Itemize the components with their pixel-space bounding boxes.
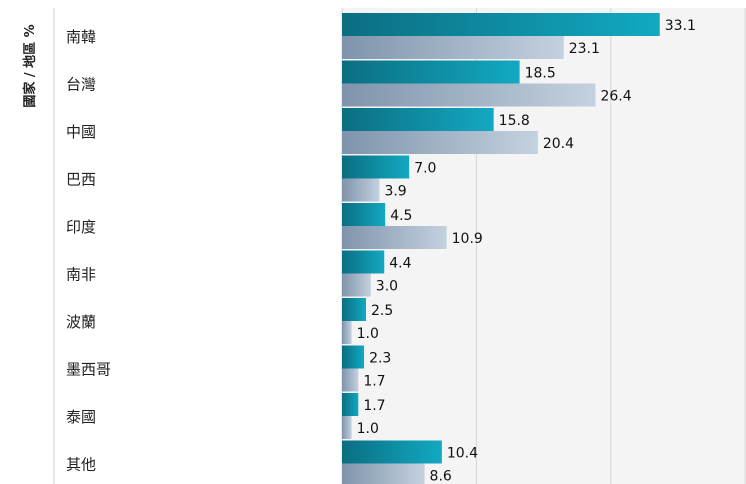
data-label: 23.1 (569, 41, 600, 57)
data-label: 26.4 (600, 89, 631, 105)
data-label: 1.7 (363, 398, 385, 414)
bar (342, 36, 564, 59)
bar (342, 463, 425, 484)
data-label: 3.0 (376, 279, 398, 295)
data-label: 3.9 (384, 184, 406, 200)
category-label: 泰國 (66, 408, 96, 426)
category-label: 台灣 (66, 76, 96, 94)
bar (342, 368, 359, 392)
bar (342, 298, 366, 321)
data-label: 15.8 (499, 113, 530, 129)
data-label: 1.0 (357, 326, 379, 342)
bar (342, 273, 371, 297)
bar (342, 203, 386, 226)
bar (342, 60, 520, 84)
data-label: 4.5 (390, 208, 412, 224)
data-label: 2.3 (369, 351, 391, 367)
bar (342, 345, 365, 369)
data-label: 8.6 (430, 469, 452, 484)
bars: 33.1 23.1 18.5 26.4 15.8 20.4 7.0 3.9 4.5 10.9 4.4… (342, 13, 696, 484)
bar (342, 108, 494, 131)
category-label: 南韓 (66, 28, 96, 46)
data-label: 4.4 (389, 256, 411, 272)
bar (342, 83, 596, 107)
bar (342, 321, 352, 344)
data-label: 18.5 (525, 66, 556, 82)
data-label: 33.1 (665, 18, 696, 34)
category-label: 巴西 (66, 171, 96, 189)
bar (342, 13, 660, 36)
category-label: 其他 (66, 456, 96, 474)
y-axis-title: 國家 / 地區 % (22, 24, 38, 107)
bar (342, 155, 410, 179)
bar (342, 393, 359, 416)
category-label: 中國 (66, 123, 96, 141)
category-label: 墨西哥 (66, 361, 111, 379)
data-label: 1.7 (363, 374, 385, 390)
category-label: 南非 (66, 266, 96, 284)
category-label: 印度 (66, 218, 96, 236)
data-label: 10.4 (447, 446, 478, 462)
bar (342, 178, 380, 202)
category-label: 波蘭 (66, 313, 96, 331)
data-label: 2.5 (371, 303, 393, 319)
bar (342, 250, 385, 274)
bar (342, 440, 442, 464)
data-label: 7.0 (414, 161, 436, 177)
data-label: 20.4 (543, 136, 574, 152)
bar (342, 131, 538, 154)
bar (342, 416, 352, 439)
bar (342, 226, 447, 249)
data-label: 1.0 (357, 421, 379, 437)
data-label: 10.9 (452, 231, 483, 247)
